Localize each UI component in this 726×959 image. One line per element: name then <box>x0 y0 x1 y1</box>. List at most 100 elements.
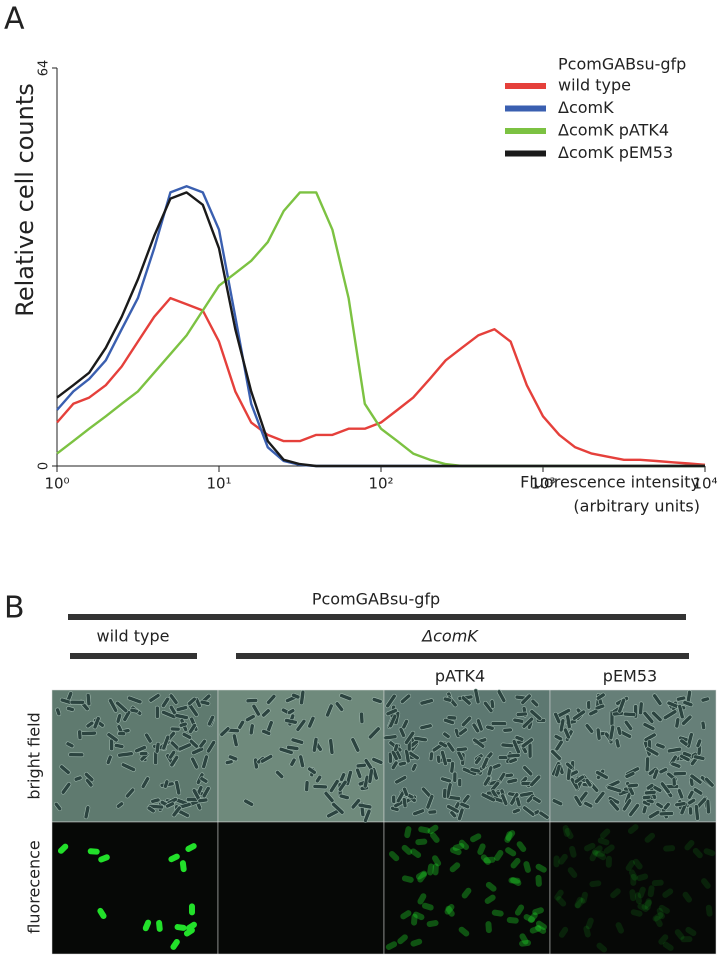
cell <box>402 786 409 797</box>
cell <box>339 772 346 782</box>
cell <box>700 720 706 730</box>
fluorescent-cell <box>450 847 462 856</box>
cell <box>694 804 700 821</box>
x-tick-label: 10³ <box>530 475 555 493</box>
cell <box>446 715 457 721</box>
cell <box>59 764 71 775</box>
cell <box>187 696 197 706</box>
fluorescent-cell <box>529 925 542 934</box>
cell <box>150 797 161 804</box>
fluorescent-cell <box>632 858 643 870</box>
cell <box>134 745 147 754</box>
cell <box>65 741 75 749</box>
cell <box>608 724 616 741</box>
fluorescent-cell <box>634 892 642 905</box>
cell <box>459 801 471 810</box>
fluorescent-cell <box>427 824 439 835</box>
cell <box>286 708 296 715</box>
cell <box>385 708 398 717</box>
cell <box>148 693 161 703</box>
cell <box>588 708 599 717</box>
cell <box>700 696 710 703</box>
cell <box>367 768 374 784</box>
cell <box>515 711 528 717</box>
cell <box>521 716 534 729</box>
fluorescent-cell <box>627 824 639 834</box>
cell <box>404 748 411 764</box>
cell <box>116 801 124 809</box>
cell <box>446 741 456 753</box>
fluorescent-cell <box>535 920 547 930</box>
cell <box>197 797 209 804</box>
fluorescent-cell <box>637 903 649 913</box>
panel-label: B <box>4 591 25 626</box>
fluorescent-cell <box>535 863 547 873</box>
cell <box>652 768 660 780</box>
cell <box>583 801 594 809</box>
fluorescent-cell <box>644 898 652 911</box>
cell <box>298 754 305 768</box>
fluorescent-cell <box>641 899 653 910</box>
cell <box>551 798 564 807</box>
fluorescent-cell <box>480 854 491 865</box>
cell <box>677 704 685 720</box>
cell <box>532 795 542 804</box>
cell <box>315 774 323 784</box>
cell <box>676 695 687 702</box>
cell <box>188 739 199 749</box>
cell <box>440 776 452 784</box>
fluorescent-cell <box>519 939 532 947</box>
cell <box>108 698 119 713</box>
cell <box>206 740 217 754</box>
cell <box>363 808 372 823</box>
cell <box>558 718 566 733</box>
fluorescent-cell <box>528 912 538 923</box>
fluorescent-cell <box>97 907 107 920</box>
fluorescent-cell <box>630 909 643 917</box>
cell <box>144 732 153 744</box>
fluorescent-cell <box>701 878 711 889</box>
fluorescent-cell <box>684 839 695 851</box>
cell <box>368 726 381 740</box>
fluorescent-cell <box>628 869 638 881</box>
cell <box>109 738 114 752</box>
cell <box>198 738 207 749</box>
cell <box>595 692 606 701</box>
cell <box>224 759 234 765</box>
bracket-bar <box>236 653 689 659</box>
fluorescent-cell <box>426 920 439 928</box>
cell <box>401 719 409 730</box>
fluorescent-cell <box>508 877 521 884</box>
cell <box>476 718 484 732</box>
fluorescent-cell <box>397 934 408 945</box>
cell <box>77 729 83 740</box>
cell <box>188 723 197 734</box>
cell <box>140 776 150 789</box>
cell <box>245 714 256 723</box>
fluorescent-cell <box>494 849 504 861</box>
fluorescent-cell <box>410 848 422 859</box>
cell <box>391 794 397 804</box>
fluorescent-cell <box>564 827 574 840</box>
fluorescent-cell <box>415 838 428 846</box>
cell <box>672 771 687 777</box>
cell <box>642 794 652 800</box>
cell <box>482 776 492 787</box>
cell <box>550 749 562 761</box>
cell <box>614 738 621 749</box>
x-tick-label: 10⁰ <box>44 475 69 493</box>
cell <box>207 715 215 727</box>
cell <box>190 756 199 770</box>
series-line <box>56 191 705 468</box>
x-tick-label: 10² <box>368 475 393 493</box>
cell <box>199 776 209 784</box>
fluorescent-cell <box>658 934 669 945</box>
cell <box>643 732 657 742</box>
fluorescent-cell <box>449 862 461 873</box>
cell <box>357 802 373 810</box>
fluorescent-cell <box>658 904 670 914</box>
cell <box>383 734 398 741</box>
fluorescent-cell <box>523 861 531 873</box>
cell <box>442 787 448 799</box>
cell <box>446 804 460 814</box>
